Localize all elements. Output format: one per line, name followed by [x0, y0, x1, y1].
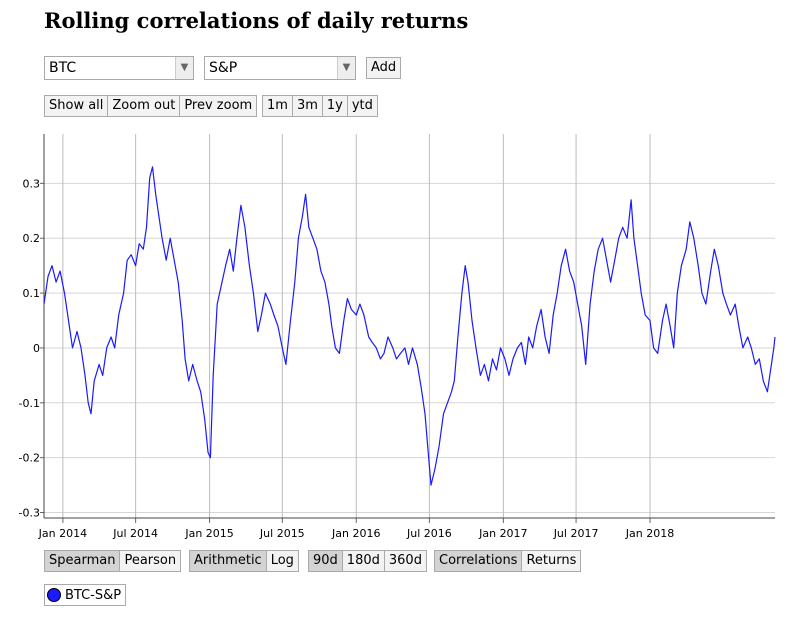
show-all-button[interactable]: Show all [45, 96, 109, 116]
series-color-swatch [47, 588, 61, 602]
pearson-button[interactable]: Pearson [120, 551, 181, 571]
prev-zoom-button[interactable]: Prev zoom [180, 96, 257, 116]
x-tick-label: Jan 2018 [625, 527, 674, 540]
range-ytd-button[interactable]: ytd [347, 96, 377, 116]
chevron-down-icon: ▼ [337, 57, 355, 79]
y-tick-label: 0 [33, 342, 40, 355]
range-3m-button[interactable]: 3m [292, 96, 323, 116]
legend-label: BTC-S&P [65, 587, 122, 603]
x-tick-label: Jan 2017 [478, 527, 527, 540]
window-toggle: 90d 180d 360d [308, 550, 427, 572]
spearman-button[interactable]: Spearman [45, 551, 121, 571]
add-button[interactable]: Add [366, 57, 402, 79]
y-tick-label: 0.2 [23, 232, 41, 245]
asset1-select[interactable]: BTC ▼ [44, 56, 194, 80]
x-tick-label: Jan 2016 [331, 527, 380, 540]
x-tick-label: Jul 2014 [112, 527, 158, 540]
y-tick-label: -0.2 [19, 452, 40, 465]
correlation-chart[interactable]: -0.3 -0.2 -0.1 0 0.1 0.2 0.3 Jan 2014 Jul 2014 Ja… [0, 130, 800, 542]
zoom-out-button[interactable]: Zoom out [108, 96, 181, 116]
y-tick-label: -0.1 [19, 397, 40, 410]
page-title: Rolling correlations of daily returns [44, 8, 469, 33]
range-1y-button[interactable]: 1y [322, 96, 348, 116]
mode-toggle: Correlations Returns [434, 550, 582, 572]
range-button-group: 1m 3m 1y ytd [262, 95, 378, 117]
asset2-value: S&P [209, 60, 238, 76]
window-90d-button[interactable]: 90d [309, 551, 343, 571]
x-tick-label: Jan 2014 [38, 527, 87, 540]
scale-toggle: Arithmetic Log [189, 550, 299, 572]
returns-button[interactable]: Returns [522, 551, 581, 571]
window-360d-button[interactable]: 360d [384, 551, 426, 571]
correlations-button[interactable]: Correlations [435, 551, 523, 571]
x-tick-label: Jul 2017 [553, 527, 599, 540]
log-button[interactable]: Log [266, 551, 298, 571]
chevron-down-icon: ▼ [175, 57, 193, 79]
zoom-button-group: Show all Zoom out Prev zoom [44, 95, 258, 117]
x-tick-label: Jul 2015 [259, 527, 305, 540]
x-tick-label: Jan 2015 [184, 527, 233, 540]
asset2-select[interactable]: S&P ▼ [204, 56, 356, 80]
y-tick-label: 0.3 [23, 177, 41, 190]
y-tick-label: -0.3 [19, 507, 40, 520]
series-line [43, 166, 776, 486]
window-180d-button[interactable]: 180d [342, 551, 385, 571]
x-tick-label: Jul 2016 [406, 527, 452, 540]
legend-item[interactable]: BTC-S&P [44, 584, 127, 606]
range-1m-button[interactable]: 1m [263, 96, 293, 116]
asset1-value: BTC [49, 60, 77, 76]
arithmetic-button[interactable]: Arithmetic [190, 551, 267, 571]
y-tick-label: 0.1 [23, 287, 41, 300]
corr-type-toggle: Spearman Pearson [44, 550, 182, 572]
